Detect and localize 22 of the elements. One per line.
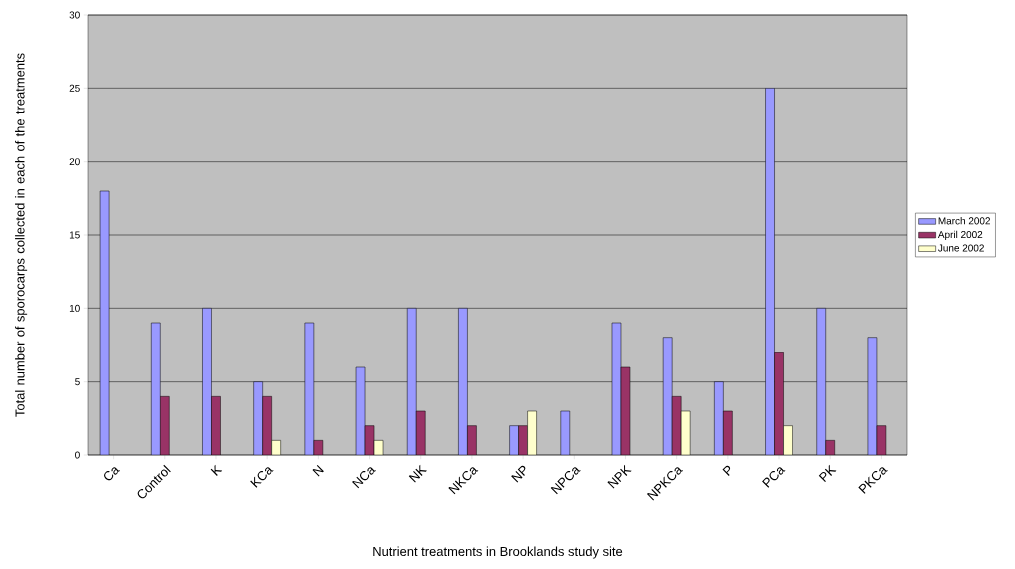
x-tick-label: PCa [762, 467, 786, 488]
y-tick-label: 0 [75, 451, 80, 459]
legend-label: June 2002 [938, 244, 984, 252]
x-tick-label: PK [818, 464, 837, 482]
x-tick-label: NCa [352, 467, 376, 489]
y-tick-label: 10 [69, 304, 80, 312]
y-axis-title: Total number of sporocarps collected in each of the treatments [15, 53, 28, 417]
x-tick-label: K [210, 464, 223, 476]
x-tick-label: NK [408, 464, 427, 483]
x-tick-label: Ca [104, 467, 120, 481]
y-tick-label: 25 [69, 84, 80, 92]
x-axis-title: Nutrient treatments in Brooklands study site [373, 546, 623, 559]
y-tick-label: 15 [69, 231, 80, 239]
legend-label: April 2002 [937, 230, 983, 241]
x-tick-label: KCa [250, 467, 274, 488]
y-tick-label: 30 [69, 11, 80, 19]
legend-label: March 2002 [938, 217, 990, 225]
y-tick-label: 5 [75, 378, 80, 386]
x-tick-label: P [722, 465, 731, 476]
y-tick-label: 20 [69, 158, 80, 166]
x-tick-label: N [312, 464, 324, 477]
x-tick-label: NP [511, 465, 526, 483]
